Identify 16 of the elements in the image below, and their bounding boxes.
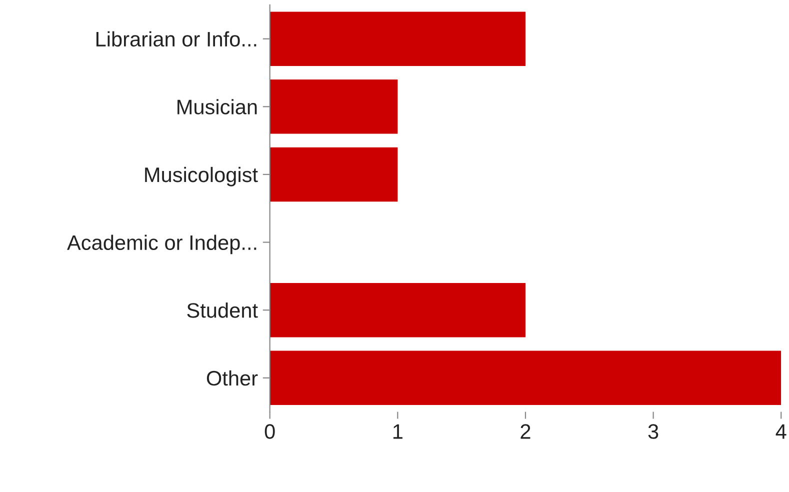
- x-tick-label: 4: [776, 424, 786, 439]
- y-tick-label: Other: [206, 370, 258, 386]
- bar: [270, 147, 398, 202]
- bar: [270, 12, 526, 66]
- y-tick-label: Musician: [178, 99, 257, 114]
- bar: [270, 350, 782, 406]
- y-tick-label: Academic or Indep...: [67, 234, 256, 254]
- y-tick-label: Student: [187, 302, 258, 318]
- x-tick-label: 0: [264, 424, 275, 439]
- bar: [270, 282, 526, 338]
- bar: [270, 80, 398, 134]
- x-tick-label: 3: [648, 424, 658, 439]
- x-tick-label: 1: [393, 424, 402, 439]
- y-tick-label: Librarian or Info...: [96, 31, 256, 47]
- x-tick-label: 2: [520, 424, 530, 439]
- y-tick-label: Musicologist: [145, 166, 258, 186]
